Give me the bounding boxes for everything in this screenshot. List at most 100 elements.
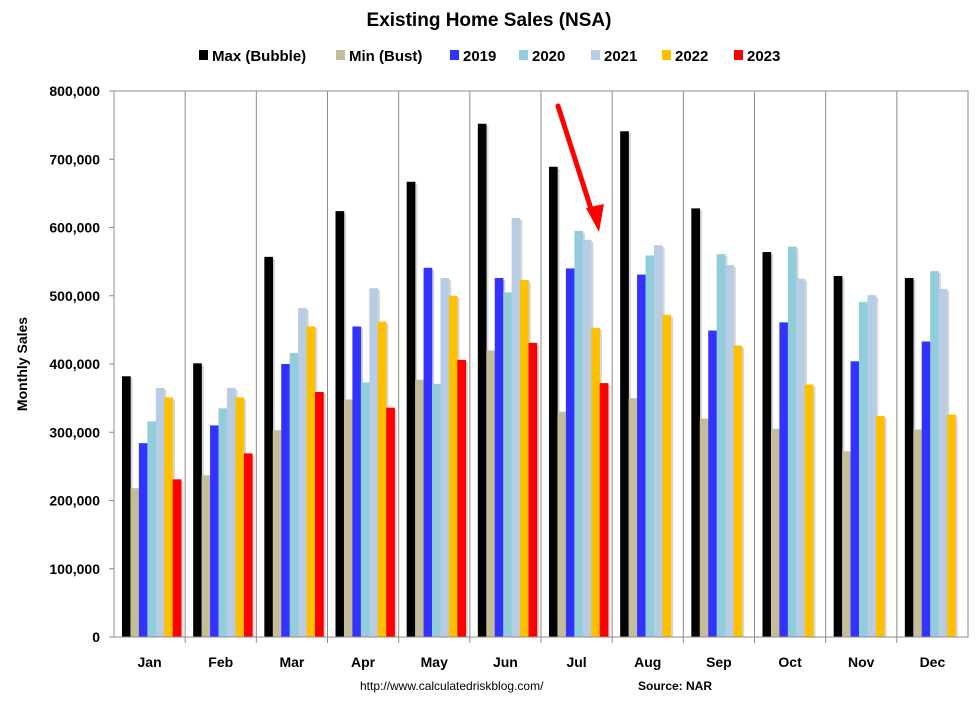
bar-2023-mar: [315, 391, 324, 637]
legend: Max (Bubble) Min (Bust) 2019 2020 2021 2022 20…: [199, 48, 780, 65]
bar-2021-jul: [582, 239, 592, 637]
bar-2019-dec: [921, 341, 931, 637]
bar-2020-sep: [716, 254, 726, 637]
bar-2019-aug: [637, 274, 646, 637]
y-axis-label: Monthly Sales: [14, 317, 30, 411]
bar-2021-apr: [369, 288, 379, 637]
bar-2022-mar: [306, 326, 316, 637]
legend-swatch-2020: [519, 50, 528, 60]
y-tick-label: 300,000: [49, 424, 100, 440]
legend-label-2023: 2023: [747, 48, 780, 65]
legend-label-max-bubble: Max (Bubble): [212, 48, 306, 65]
legend-label-2021: 2021: [604, 48, 637, 65]
x-tick-label: Oct: [778, 654, 802, 670]
bar-2019-sep: [708, 330, 717, 637]
bar-2021-sep: [725, 265, 734, 637]
bar-max-bubble-jan: [122, 376, 131, 637]
bar-2022-jun: [520, 280, 529, 637]
bar-2023-jan: [172, 479, 182, 637]
bar-min-bust-feb: [201, 475, 211, 637]
bar-min-bust-jan: [130, 488, 140, 637]
bar-2019-jan: [138, 443, 148, 637]
bar-2021-mar: [298, 308, 307, 637]
bar-2020-nov: [859, 301, 868, 637]
y-tick-label: 400,000: [49, 356, 100, 372]
bar-min-bust-mar: [272, 430, 282, 637]
y-tick-label: 600,000: [49, 220, 100, 236]
x-tick-label: Apr: [351, 654, 376, 670]
bar-2020-jul: [574, 230, 584, 637]
bar-2022-jan: [164, 397, 173, 637]
x-tick-label: Sep: [706, 654, 732, 670]
bar-2022-aug: [662, 314, 672, 637]
annotation: [555, 103, 604, 232]
bar-2020-jan: [147, 421, 157, 637]
legend-swatch-2022: [662, 50, 671, 60]
bar-max-bubble-dec: [904, 278, 914, 637]
bar-2020-apr: [360, 382, 370, 637]
legend-swatch-2019: [450, 50, 459, 60]
legend-swatch-max-bubble: [199, 50, 208, 60]
bar-2022-jul: [591, 327, 600, 637]
bar-max-bubble-oct: [762, 252, 772, 637]
y-tick-label: 200,000: [49, 493, 100, 509]
x-tick-label: Jun: [493, 654, 518, 670]
y-tick-label: 800,000: [49, 83, 100, 99]
legend-swatch-min-bust: [336, 50, 345, 60]
legend-label-min-bust: Min (Bust): [349, 48, 422, 65]
bar-min-bust-aug: [628, 398, 638, 637]
bar-2022-nov: [875, 415, 885, 637]
bar-max-bubble-jul: [549, 166, 558, 637]
bar-2019-feb: [210, 425, 219, 637]
bar-2020-mar: [289, 353, 299, 637]
legend-swatch-2023: [734, 50, 743, 60]
bar-2020-dec: [930, 271, 939, 637]
bar-2020-may: [432, 383, 441, 637]
y-axis: 0 100,000 200,000 300,000 400,000 500,000 600,…: [49, 83, 114, 645]
bar-2021-nov: [867, 295, 877, 637]
y-tick-label: 700,000: [49, 151, 100, 167]
bar-2022-feb: [235, 397, 245, 637]
bar-max-bubble-apr: [335, 211, 345, 637]
x-tick-label: Nov: [848, 654, 875, 670]
annotation-arrow-shaft: [555, 103, 595, 215]
x-tick-label: Mar: [279, 654, 304, 670]
y-tick-label: 100,000: [49, 561, 100, 577]
legend-label-2022: 2022: [675, 48, 708, 65]
y-tick-label: 500,000: [49, 288, 100, 304]
plot-area: [113, 90, 969, 643]
legend-label-2019: 2019: [463, 48, 496, 65]
x-tick-label: Feb: [208, 654, 233, 670]
bar-2022-sep: [733, 345, 743, 637]
footer-source: Source: NAR: [638, 679, 712, 693]
bar-2020-aug: [645, 255, 655, 638]
legend-label-2020: 2020: [532, 48, 565, 65]
bar-min-bust-oct: [770, 428, 780, 637]
bar-max-bubble-sep: [691, 208, 701, 637]
bar-2021-oct: [796, 278, 806, 637]
legend-swatch-2021: [591, 50, 600, 60]
bar-min-bust-sep: [699, 418, 709, 637]
y-tick-label: 0: [92, 629, 100, 645]
bar-min-bust-jul: [557, 411, 567, 637]
bar-2023-jun: [528, 342, 538, 637]
x-tick-label: May: [421, 654, 448, 670]
bar-min-bust-apr: [343, 399, 353, 637]
bar-2019-nov: [850, 361, 860, 637]
bar-2019-oct: [779, 322, 789, 637]
x-tick-label: Jan: [138, 654, 162, 670]
bar-2023-apr: [386, 407, 395, 637]
chart-title: Existing Home Sales (NSA): [367, 10, 612, 31]
bar-2019-mar: [281, 364, 290, 637]
footer-url: http://www.calculatedriskblog.com/: [360, 679, 544, 693]
annotation-arrow-head: [586, 204, 604, 232]
bar-max-bubble-aug: [620, 131, 629, 637]
bar-2021-jan: [155, 387, 165, 637]
bar-2023-feb: [243, 453, 253, 637]
bar-min-bust-nov: [842, 451, 851, 637]
bar-2019-may: [423, 267, 433, 637]
x-axis: Jan Feb Mar Apr May Jun Jul Aug Sep Oct Nov Dec: [138, 654, 946, 670]
bar-2021-may: [440, 278, 450, 637]
x-tick-label: Dec: [920, 654, 946, 670]
bar-max-bubble-may: [406, 181, 416, 637]
